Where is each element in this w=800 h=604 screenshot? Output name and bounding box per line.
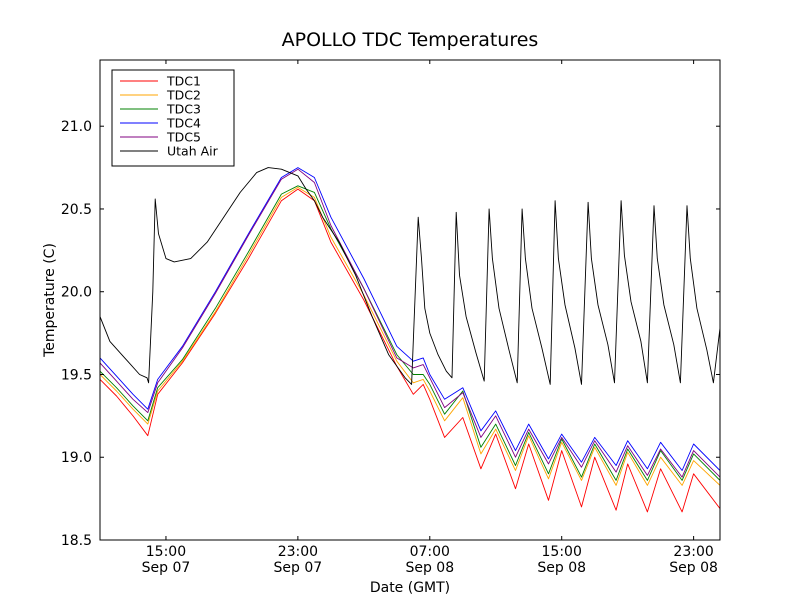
- plot-frame: [99, 59, 721, 541]
- legend-label-tdc4: TDC4: [166, 116, 201, 131]
- x-tick-label-time: 23:00: [673, 544, 713, 560]
- x-tick-label-date: Sep 08: [537, 560, 586, 576]
- legend-label-tdc3: TDC3: [166, 102, 201, 117]
- x-tick-label-time: 15:00: [542, 544, 582, 560]
- y-tick-label: 19.5: [61, 367, 92, 383]
- series-line-tdc1: [100, 188, 720, 513]
- x-tick-label-time: 07:00: [410, 544, 450, 560]
- series-line-tdc2: [100, 186, 720, 486]
- series-line-utah-air: [100, 167, 720, 385]
- x-axis-label: Date (GMT): [370, 580, 450, 596]
- x-tick-label-date: Sep 07: [142, 560, 191, 576]
- legend-label-tdc2: TDC2: [166, 88, 201, 103]
- y-tick-label: 20.0: [61, 285, 92, 301]
- series-line-tdc5: [100, 168, 720, 478]
- y-axis-label: Temperature (C): [42, 243, 58, 358]
- x-tick-label-date: Sep 08: [669, 560, 718, 576]
- series-line-tdc3: [100, 185, 720, 481]
- y-tick-label: 19.0: [61, 450, 92, 466]
- legend-label-utah-air: Utah Air: [167, 144, 219, 159]
- y-tick-label: 20.5: [61, 202, 92, 218]
- x-tick-label-date: Sep 08: [405, 560, 454, 576]
- x-tick-label-time: 23:00: [278, 544, 318, 560]
- x-tick-label-time: 15:00: [146, 544, 186, 560]
- y-tick-label: 18.5: [61, 533, 92, 549]
- legend-box: [111, 69, 235, 167]
- series-layer: [100, 167, 720, 513]
- series-line-tdc4: [100, 167, 720, 471]
- chart-title: APOLLO TDC Temperatures: [282, 29, 539, 51]
- legend-label-tdc1: TDC1: [166, 74, 201, 89]
- legend-label-tdc5: TDC5: [166, 130, 201, 145]
- y-tick-label: 21.0: [61, 119, 92, 135]
- x-tick-label-date: Sep 07: [274, 560, 323, 576]
